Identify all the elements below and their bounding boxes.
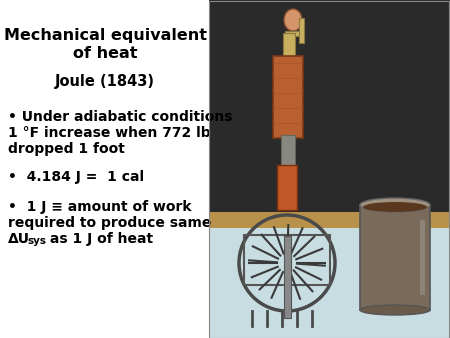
Ellipse shape [360,198,430,212]
Bar [420,220,425,295]
Bar [284,236,291,318]
Bar [209,1,449,338]
Ellipse shape [360,305,430,315]
Text: 1 °F increase when 772 lb: 1 °F increase when 772 lb [8,126,211,140]
Text: • Under adiabatic conditions: • Under adiabatic conditions [8,110,233,124]
Ellipse shape [284,9,302,31]
Text: •  1 J ≡ amount of work: • 1 J ≡ amount of work [8,200,192,214]
Text: sys: sys [27,236,46,246]
Ellipse shape [363,202,427,212]
Text: dropped 1 foot: dropped 1 foot [8,142,125,156]
Bar [209,212,450,230]
Text: of heat: of heat [73,46,137,61]
Text: as 1 J of heat: as 1 J of heat [45,232,153,246]
Bar [299,18,304,43]
Text: •  4.184 J =  1 cal: • 4.184 J = 1 cal [8,170,144,184]
Bar [281,135,295,170]
Bar [273,56,303,138]
Bar [209,0,450,218]
Bar [244,235,330,285]
Bar [277,165,297,210]
Text: ΔU: ΔU [8,232,30,246]
Bar [283,33,295,58]
Text: Joule (1843): Joule (1843) [55,74,155,89]
Bar [360,205,430,310]
Text: required to produce same: required to produce same [8,216,211,230]
Text: Mechanical equivalent: Mechanical equivalent [4,28,207,43]
Bar [285,31,301,36]
Bar [209,228,450,338]
